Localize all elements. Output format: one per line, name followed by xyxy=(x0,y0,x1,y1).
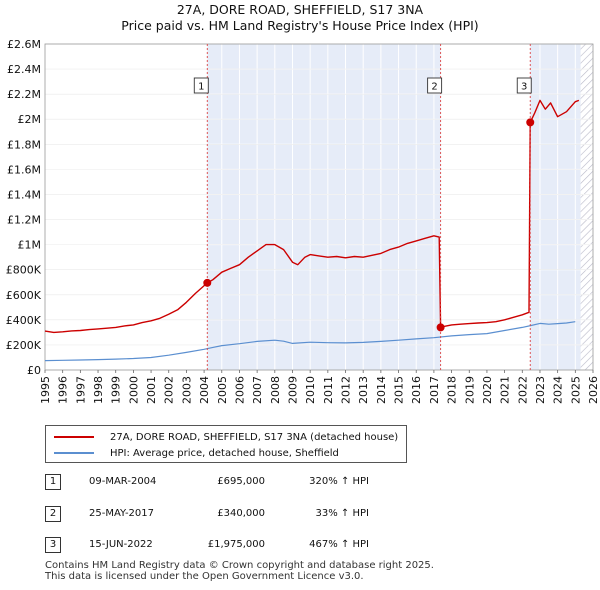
x-tick-label: 2001 xyxy=(145,376,158,404)
x-tick-label: 2012 xyxy=(340,376,353,404)
legend-label-property: 27A, DORE ROAD, SHEFFIELD, S17 3NA (deta… xyxy=(110,431,399,443)
sale-label-number: 1 xyxy=(198,82,204,93)
y-tick-label: £1M xyxy=(18,239,42,252)
plot-frame xyxy=(44,43,594,371)
y-tick-label: £1.8M xyxy=(7,138,41,151)
sale-date: 25-MAY-2017 xyxy=(89,508,155,519)
sale-hpi-change: 467% ↑ HPI xyxy=(309,539,369,550)
legend-item-property: 27A, DORE ROAD, SHEFFIELD, S17 3NA (deta… xyxy=(54,429,398,445)
sale-row: 2 25-MAY-2017 £340,000 33% ↑ HPI xyxy=(45,506,445,524)
x-tick-label: 1996 xyxy=(57,376,70,404)
sale-label-box xyxy=(193,77,209,94)
ownership-shade xyxy=(207,44,441,370)
x-tick-label: 2023 xyxy=(534,376,547,404)
sale-date: 15-JUN-2022 xyxy=(89,539,153,550)
chart-title-block: 27A, DORE ROAD, SHEFFIELD, S17 3NA Price… xyxy=(0,2,600,34)
x-tick-label: 2024 xyxy=(552,376,565,404)
chart-title-address: 27A, DORE ROAD, SHEFFIELD, S17 3NA xyxy=(176,2,424,17)
property-price-line xyxy=(44,99,580,334)
x-tick-label: 2018 xyxy=(446,376,459,404)
sale-row: 3 15-JUN-2022 £1,975,000 467% ↑ HPI xyxy=(45,537,445,555)
y-tick-label: £400K xyxy=(6,314,42,327)
y-tick-label: £1.4M xyxy=(7,188,41,201)
sale-price: £340,000 xyxy=(217,508,265,519)
x-tick-label: 1995 xyxy=(39,376,52,404)
y-tick-label: £1.2M xyxy=(7,214,41,227)
x-tick-label: 1997 xyxy=(74,376,87,404)
x-tick-label: 2008 xyxy=(269,376,282,404)
chart-legend: 27A, DORE ROAD, SHEFFIELD, S17 3NA (deta… xyxy=(45,425,407,463)
sale-date: 09-MAR-2004 xyxy=(89,476,157,487)
sale-price: £695,000 xyxy=(217,476,265,487)
x-tick-label: 2004 xyxy=(198,376,211,404)
y-tick-label: £1.6M xyxy=(7,163,41,176)
sale-label-box xyxy=(427,77,443,94)
x-tick-label: 2011 xyxy=(322,376,335,404)
y-tick-label: £2.2M xyxy=(7,88,41,101)
price-chart: £0 £200K £400K £600K £800K £1M £1.2M £1.4M £1.6M… xyxy=(6,38,600,404)
y-tick-label: £2M xyxy=(18,113,42,126)
y-tick-label: £0 xyxy=(27,364,41,377)
x-tick-label: 2007 xyxy=(251,376,264,404)
x-tick-label: 2025 xyxy=(569,376,582,404)
forecast-hatch xyxy=(580,44,593,370)
ownership-shade xyxy=(530,44,581,370)
x-tick-label: 2013 xyxy=(357,376,370,404)
sale-point xyxy=(526,118,535,127)
x-tick-label: 2014 xyxy=(375,376,388,404)
sale-price: £1,975,000 xyxy=(207,539,265,550)
sale-number-badge: 2 xyxy=(45,506,61,522)
x-tick-label: 1999 xyxy=(110,376,123,404)
x-tick-label: 2003 xyxy=(180,376,193,404)
y-tick-label: £2.6M xyxy=(7,38,41,51)
x-tick-label: 2026 xyxy=(587,376,600,404)
x-tick-label: 2010 xyxy=(304,376,317,404)
sale-label-number: 3 xyxy=(521,82,527,93)
y-tick-label: £800K xyxy=(6,264,42,277)
footer-notice: Contains HM Land Registry data © Crown c… xyxy=(45,560,434,582)
x-tick-label: 2020 xyxy=(481,376,494,404)
sale-number-badge: 3 xyxy=(45,537,61,553)
x-tick-label: 2009 xyxy=(286,376,299,404)
x-tick-label: 2016 xyxy=(410,376,423,404)
legend-swatch-property xyxy=(54,436,94,438)
x-tick-label: 2002 xyxy=(163,376,176,404)
x-tick-label: 2019 xyxy=(463,376,476,404)
x-tick-label: 2022 xyxy=(516,376,529,404)
sale-number-badge: 1 xyxy=(45,474,61,490)
x-tick-label: 2000 xyxy=(127,376,140,404)
y-tick-label: £200K xyxy=(6,339,42,352)
sale-hpi-change: 33% ↑ HPI xyxy=(315,508,369,519)
sale-label-number: 2 xyxy=(431,82,437,93)
x-tick-label: 2017 xyxy=(428,376,441,404)
legend-label-hpi: HPI: Average price, detached house, Shef… xyxy=(110,447,339,459)
sale-row: 1 09-MAR-2004 £695,000 320% ↑ HPI xyxy=(45,474,445,492)
y-tick-label: £600K xyxy=(6,289,42,302)
y-tick-label: £2.4M xyxy=(7,63,41,76)
legend-item-hpi: HPI: Average price, detached house, Shef… xyxy=(54,445,339,461)
footer-licence: This data is licensed under the Open Gov… xyxy=(45,571,364,582)
sale-hpi-change: 320% ↑ HPI xyxy=(309,476,369,487)
sale-point xyxy=(436,323,445,332)
chart-subtitle: Price paid vs. HM Land Registry's House … xyxy=(121,18,479,33)
footer-copyright: Contains HM Land Registry data © Crown c… xyxy=(45,560,434,571)
x-tick-label: 1998 xyxy=(92,376,105,404)
legend-swatch-hpi xyxy=(54,452,94,454)
x-tick-label: 2006 xyxy=(233,376,246,404)
sale-label-box xyxy=(516,77,532,94)
sale-point xyxy=(203,278,212,287)
x-tick-label: 2005 xyxy=(216,376,229,404)
hpi-line xyxy=(44,321,576,362)
x-tick-label: 2021 xyxy=(499,376,512,404)
x-tick-label: 2015 xyxy=(393,376,406,404)
